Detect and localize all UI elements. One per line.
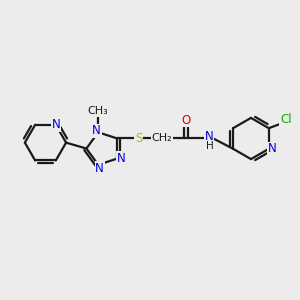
- Text: N: N: [92, 124, 101, 137]
- Text: O: O: [181, 114, 190, 127]
- Text: H: H: [206, 141, 213, 151]
- Text: S: S: [135, 132, 142, 145]
- Text: N: N: [51, 118, 60, 131]
- Text: N: N: [116, 152, 125, 165]
- Text: Cl: Cl: [280, 113, 292, 126]
- Text: CH₂: CH₂: [152, 134, 172, 143]
- Text: N: N: [268, 142, 277, 155]
- Text: CH₃: CH₃: [88, 106, 109, 116]
- Text: N: N: [95, 162, 104, 175]
- Text: N: N: [205, 130, 214, 142]
